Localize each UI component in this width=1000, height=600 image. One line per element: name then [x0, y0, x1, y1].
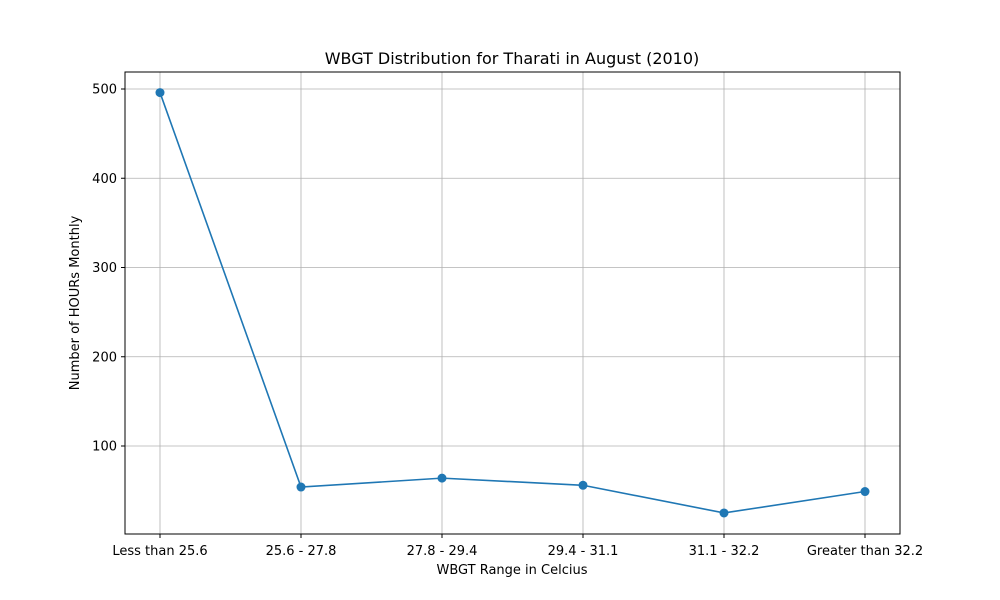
y-tick-label: 500 — [92, 83, 117, 98]
y-tick-label: 400 — [92, 172, 117, 187]
x-tick-label: Greater than 32.2 — [807, 544, 923, 559]
x-axis-label: WBGT Range in Celcius — [436, 563, 587, 578]
x-tick-label: 25.6 - 27.8 — [266, 544, 337, 559]
x-tick-label: 27.8 - 29.4 — [407, 544, 478, 559]
series-line — [159, 92, 866, 514]
plot-frame — [124, 71, 901, 535]
grid — [125, 72, 900, 534]
y-tick-label: 200 — [92, 350, 117, 365]
series-layer — [155, 88, 870, 518]
data-point — [437, 473, 447, 483]
data-point — [578, 480, 588, 490]
data-point — [860, 487, 870, 497]
data-point — [155, 88, 165, 98]
data-point — [296, 482, 306, 492]
x-tick-label: 31.1 - 32.2 — [689, 544, 760, 559]
data-point — [719, 508, 729, 518]
x-tick-label: 29.4 - 31.1 — [548, 544, 619, 559]
y-tick-label: 300 — [92, 261, 117, 276]
y-tick-label: 100 — [92, 440, 117, 455]
chart-title: WBGT Distribution for Tharati in August … — [325, 49, 700, 68]
ticks: Less than 25.6 25.6 - 27.8 27.8 - 29.4 29.4… — [92, 83, 923, 560]
x-tick-label: Less than 25.6 — [112, 544, 207, 559]
y-axis-label: Number of HOURs Monthly — [68, 215, 83, 390]
